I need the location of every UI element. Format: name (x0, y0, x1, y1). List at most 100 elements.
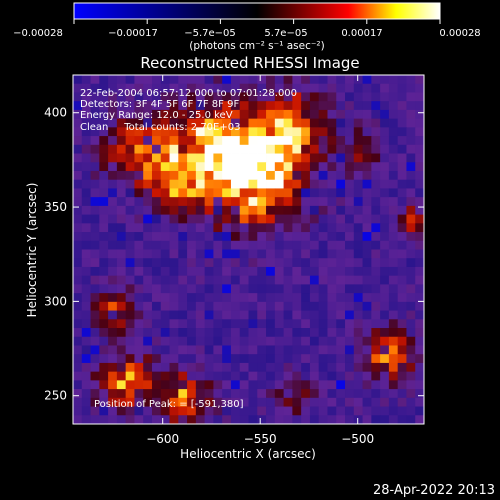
heatmap-cell (327, 293, 337, 303)
heatmap-cell (345, 415, 355, 425)
heatmap-cell (230, 136, 241, 146)
heatmap-cell (292, 188, 302, 198)
heatmap-cell (309, 345, 320, 355)
heatmap-cell (178, 127, 188, 137)
heatmap-cell (90, 197, 100, 207)
heatmap-cell (222, 354, 232, 364)
heatmap-cell (143, 153, 153, 163)
heatmap-cell (301, 249, 311, 259)
heatmap-cell (248, 118, 258, 128)
heatmap-cell (406, 275, 416, 285)
heatmap-cell (90, 162, 100, 172)
heatmap-cell (327, 144, 337, 154)
heatmap-cell (257, 328, 267, 338)
heatmap-cell (230, 188, 241, 198)
heatmap-cell (160, 397, 170, 407)
heatmap-cell (371, 310, 381, 320)
heatmap-cell (169, 240, 179, 250)
heatmap-cell (336, 92, 346, 102)
heatmap-cell (151, 170, 162, 181)
heatmap-cell (125, 136, 135, 146)
heatmap-cell (134, 83, 144, 93)
heatmap-cell (415, 214, 425, 224)
heatmap-cell (222, 380, 232, 390)
heatmap-cell (213, 144, 223, 154)
heatmap-cell (362, 354, 372, 364)
heatmap-cell (178, 179, 188, 189)
heatmap-cell (108, 109, 118, 120)
heatmap-cell (309, 258, 320, 268)
heatmap-cell (151, 127, 162, 137)
heatmap-cell (178, 92, 188, 102)
heatmap-cell (353, 170, 363, 181)
heatmap-cell (160, 345, 170, 355)
heatmap-cell (195, 118, 206, 128)
heatmap-cell (204, 127, 214, 137)
heatmap-cell (257, 354, 267, 364)
heatmap-cell (195, 319, 206, 329)
heatmap-cell (108, 92, 118, 102)
heatmap-cell (266, 319, 276, 329)
heatmap-cell (266, 144, 276, 154)
heatmap-cell (309, 162, 320, 172)
heatmap-cell (301, 406, 311, 416)
heatmap-cell (151, 266, 162, 277)
heatmap-cell (204, 258, 214, 268)
heatmap-cell (301, 415, 311, 425)
heatmap-cell (388, 275, 399, 285)
heatmap-cell (239, 249, 249, 259)
heatmap-cell (415, 310, 425, 320)
heatmap-cell (301, 162, 311, 172)
heatmap-cell (187, 136, 197, 146)
heatmap-cell (169, 223, 179, 233)
heatmap-cell (204, 389, 214, 399)
heatmap-cell (309, 179, 320, 189)
heatmap-cell (292, 162, 302, 172)
heatmap-cell (222, 136, 232, 146)
heatmap-cell (336, 258, 346, 268)
heatmap-cell (204, 310, 214, 320)
heatmap-cell (81, 118, 91, 128)
heatmap-cell (222, 92, 232, 102)
heatmap-cell (116, 83, 127, 93)
heatmap-cell (248, 179, 258, 189)
heatmap-cell (222, 170, 232, 181)
heatmap-cell (116, 144, 127, 154)
heatmap-cell (371, 240, 381, 250)
heatmap-cell (318, 354, 328, 364)
heatmap-cell (274, 266, 285, 277)
heatmap-cell (213, 266, 223, 277)
heatmap-cell (292, 109, 302, 120)
heatmap-cell (195, 188, 206, 198)
heatmap-cell (160, 232, 170, 242)
heatmap-cell (274, 345, 285, 355)
heatmap-cell (336, 214, 346, 224)
heatmap-cell (73, 371, 83, 381)
heatmap-cell (318, 101, 328, 111)
heatmap-cell (309, 293, 320, 303)
heatmap-cell (301, 109, 311, 120)
chart-title: Reconstructed RHESSI Image (140, 54, 359, 72)
heatmap-cell (81, 319, 91, 329)
heatmap-cell (301, 380, 311, 390)
heatmap-cell (266, 75, 276, 85)
heatmap-cell (134, 380, 144, 390)
heatmap-cell (73, 249, 83, 259)
heatmap-cell (125, 328, 135, 338)
heatmap-cell (353, 275, 363, 285)
heatmap-cell (318, 319, 328, 329)
heatmap-cell (301, 188, 311, 198)
heatmap-cell (397, 214, 407, 224)
heatmap-cell (108, 170, 118, 181)
heatmap-cell (318, 83, 328, 93)
heatmap-cell (108, 328, 118, 338)
colorbar-ticks: −0.00028 −0.00017 −5.7e−05 5.7e−05 0.00017 0.… (13, 19, 481, 39)
heatmap-cell (318, 197, 328, 207)
heatmap-cell (274, 118, 285, 128)
heatmap-cell (257, 336, 267, 346)
heatmap-cell (406, 301, 416, 311)
heatmap-cell (222, 83, 232, 93)
heatmap-cell (195, 336, 206, 346)
heatmap-cell (151, 258, 162, 268)
heatmap-cell (90, 75, 100, 85)
